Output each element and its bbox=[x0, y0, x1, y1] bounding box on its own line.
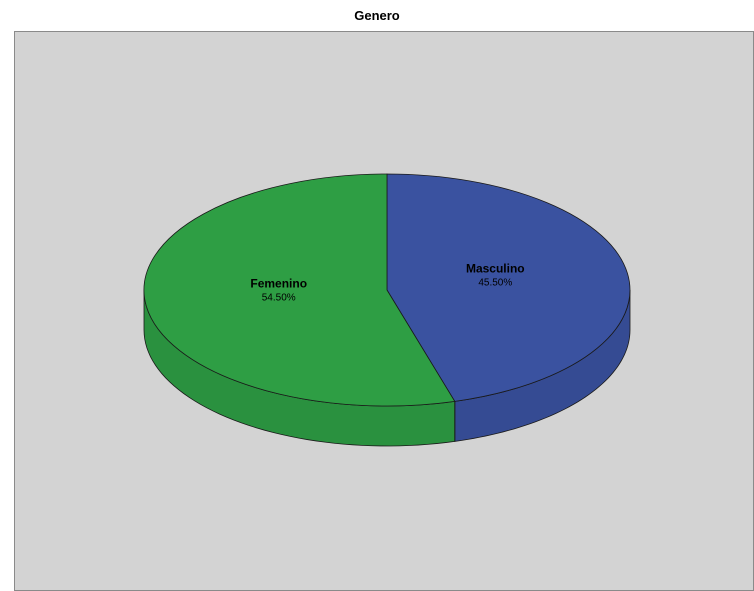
slice-value-masculino: 45.50% bbox=[478, 278, 512, 289]
pie-slice-femenino bbox=[143, 173, 456, 407]
slice-value-femenino: 54.50% bbox=[262, 292, 296, 303]
pie-slice-masculino bbox=[386, 173, 631, 402]
slice-label-femenino: Femenino bbox=[250, 276, 307, 290]
chart-title: Genero bbox=[354, 8, 400, 23]
slice-label-masculino: Masculino bbox=[466, 262, 525, 276]
pie-tops: Masculino 45.50% Femenino 54.50% bbox=[143, 173, 631, 407]
